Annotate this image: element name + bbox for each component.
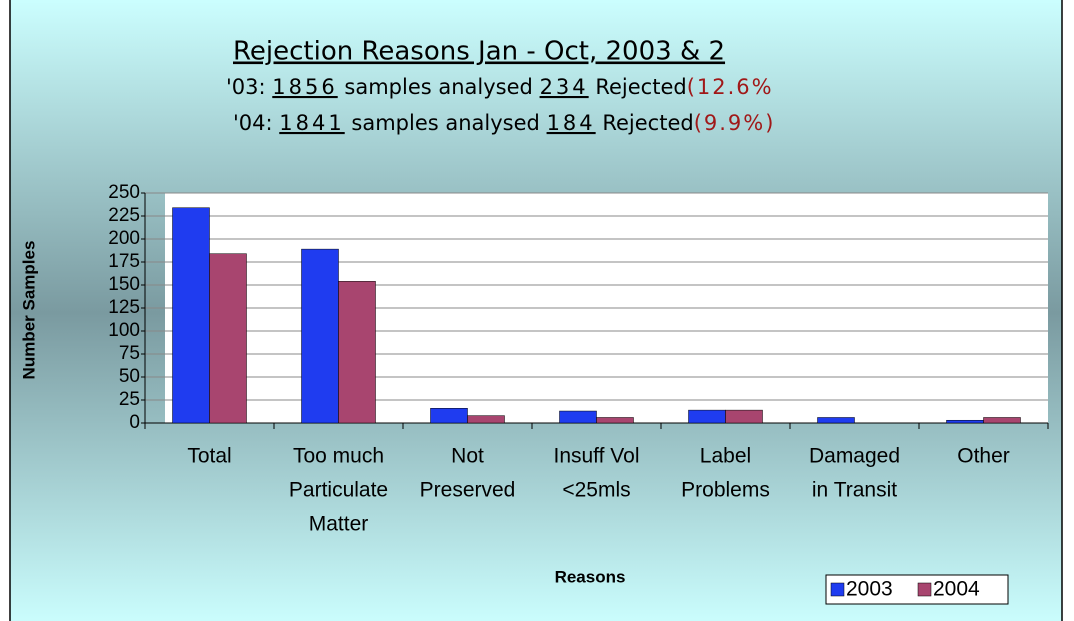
subtitle-part: 1856 (272, 75, 337, 99)
y-tick-label: 175 (108, 251, 140, 272)
legend (825, 574, 1009, 605)
x-tick-label: Total (187, 445, 231, 468)
y-axis-title: Number Samples (19, 241, 38, 380)
subtitle-part: (9.9%) (694, 111, 776, 135)
x-tick-label: Not (451, 445, 484, 468)
subtitle-part: '04: (233, 111, 273, 135)
x-tick-label: <25mls (562, 479, 630, 502)
y-tick-label: 150 (108, 274, 140, 295)
bar (338, 281, 376, 424)
bar (430, 408, 468, 424)
x-tick-label: in Transit (812, 479, 897, 502)
subtitle-part: 1841 (279, 111, 344, 135)
bar (946, 419, 984, 424)
x-tick-label: Preserved (420, 479, 516, 502)
x-tick-label: Matter (309, 513, 369, 536)
y-tick-label: 75 (119, 343, 140, 364)
subtitle: '03: 1856 samples analysed 234 Rejected(… (226, 75, 774, 99)
y-tick-label: 100 (108, 320, 140, 341)
legend-label: 2004 (933, 578, 980, 601)
legend-swatch (830, 582, 845, 597)
bar (467, 415, 505, 424)
bar (596, 417, 634, 424)
x-tick-label: Other (957, 445, 1010, 468)
y-tick-label: 25 (119, 389, 140, 410)
bar (172, 207, 210, 424)
subtitle-part: samples analysed (351, 111, 539, 135)
legend-swatch (917, 582, 932, 597)
bar (983, 417, 1021, 424)
subtitle: '04: 1841 samples analysed 184 Rejected(… (233, 111, 775, 135)
subtitle-part: (12.6% (687, 75, 774, 99)
subtitle-part: Rejected (595, 75, 686, 99)
chart-title: Rejection Reasons Jan - Oct, 2003 & 2 (233, 37, 725, 67)
x-tick-label: Particulate (289, 479, 388, 502)
y-tick-label: 125 (108, 297, 140, 318)
bar (725, 409, 763, 424)
y-tick-label: 50 (119, 366, 140, 387)
legend-label: 2003 (846, 578, 893, 601)
x-tick-label: Too much (293, 445, 384, 468)
bar (817, 417, 855, 424)
x-tick-label: Damaged (809, 445, 900, 468)
x-tick-label: Problems (681, 479, 770, 502)
y-tick-label: 0 (129, 412, 140, 433)
y-tick-label: 200 (108, 228, 140, 249)
x-tick-label: Insuff Vol (553, 445, 639, 468)
bar (209, 253, 247, 424)
bar (559, 410, 597, 424)
subtitle-part: samples analysed (344, 75, 532, 99)
y-tick-label: 225 (108, 205, 140, 226)
bar (301, 248, 339, 424)
subtitle-part: '03: (226, 75, 266, 99)
bar (688, 409, 726, 424)
subtitle-part: Rejected (602, 111, 693, 135)
x-axis-title: Reasons (555, 567, 626, 586)
x-tick-label: Label (700, 445, 751, 468)
subtitle-part: 184 (547, 111, 596, 135)
subtitle-part: 234 (540, 75, 589, 99)
title-block: Rejection Reasons Jan - Oct, 2003 & 2 '0… (226, 37, 775, 136)
y-tick-label: 250 (108, 182, 140, 203)
